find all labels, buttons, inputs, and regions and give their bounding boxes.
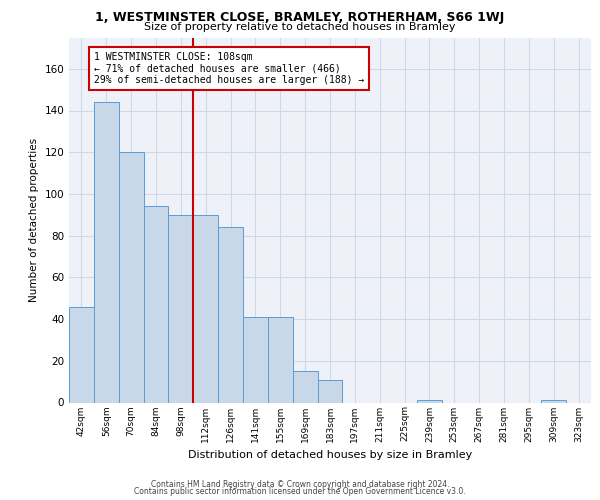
Text: Size of property relative to detached houses in Bramley: Size of property relative to detached ho… <box>144 22 456 32</box>
Bar <box>417 400 442 402</box>
Y-axis label: Number of detached properties: Number of detached properties <box>29 138 39 302</box>
Bar <box>218 228 243 402</box>
Bar <box>193 215 218 402</box>
Bar <box>243 317 268 402</box>
Bar <box>268 317 293 402</box>
Text: Contains HM Land Registry data © Crown copyright and database right 2024.: Contains HM Land Registry data © Crown c… <box>151 480 449 489</box>
Bar <box>119 152 143 403</box>
Bar <box>169 215 193 402</box>
Bar <box>94 102 119 403</box>
Bar <box>69 306 94 402</box>
X-axis label: Distribution of detached houses by size in Bramley: Distribution of detached houses by size … <box>188 450 472 460</box>
Bar <box>293 371 317 402</box>
Text: 1 WESTMINSTER CLOSE: 108sqm
← 71% of detached houses are smaller (466)
29% of se: 1 WESTMINSTER CLOSE: 108sqm ← 71% of det… <box>94 52 364 86</box>
Bar <box>541 400 566 402</box>
Bar <box>143 206 169 402</box>
Text: 1, WESTMINSTER CLOSE, BRAMLEY, ROTHERHAM, S66 1WJ: 1, WESTMINSTER CLOSE, BRAMLEY, ROTHERHAM… <box>95 12 505 24</box>
Bar <box>317 380 343 402</box>
Text: Contains public sector information licensed under the Open Government Licence v3: Contains public sector information licen… <box>134 487 466 496</box>
